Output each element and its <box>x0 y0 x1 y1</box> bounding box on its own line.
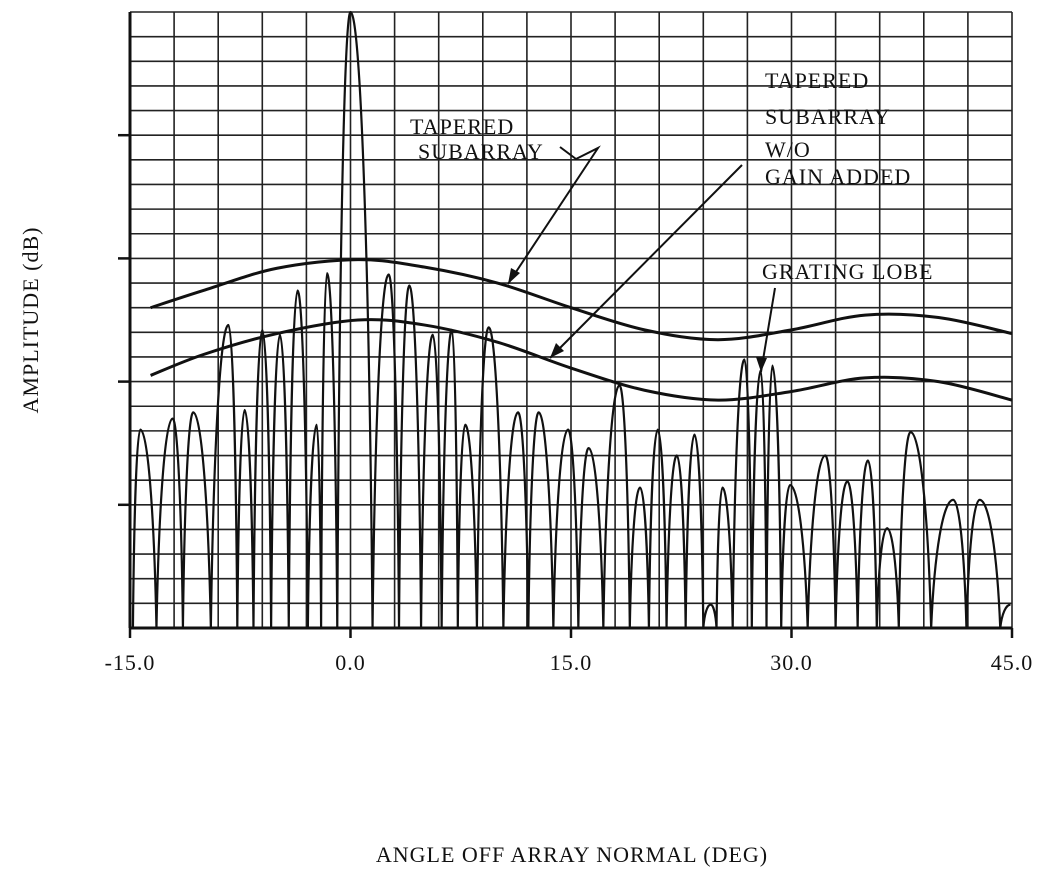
envelope-curve <box>150 258 1013 342</box>
annotation: SUBARRAY <box>765 104 891 129</box>
x-tick-label: 30.0 <box>770 650 813 675</box>
arrowhead <box>756 357 767 372</box>
annotation: TAPERED <box>410 114 514 139</box>
plot-area <box>118 10 1014 638</box>
x-axis-label: ANGLE OFF ARRAY NORMAL (DEG) <box>376 842 768 867</box>
annotation: W/O <box>765 137 811 162</box>
x-tick-label: 0.0 <box>335 650 366 675</box>
arrowhead <box>550 343 564 358</box>
annotation-arrow <box>507 145 601 285</box>
x-tick-label: 15.0 <box>550 650 593 675</box>
x-tick-label: 45.0 <box>991 650 1034 675</box>
envelope-curve <box>150 318 1013 402</box>
arrowhead <box>508 268 520 284</box>
annotation: GRATING LOBE <box>762 259 934 284</box>
x-tick-label: -15.0 <box>105 650 156 675</box>
annotation-arrow <box>549 164 743 359</box>
y-axis-label: AMPLITUDE (dB) <box>18 227 43 414</box>
pattern-curve <box>131 10 1011 629</box>
annotation: GAIN ADDED <box>765 164 911 189</box>
annotation: TAPERED <box>765 68 869 93</box>
annotation: SUBARRAY <box>418 139 544 164</box>
